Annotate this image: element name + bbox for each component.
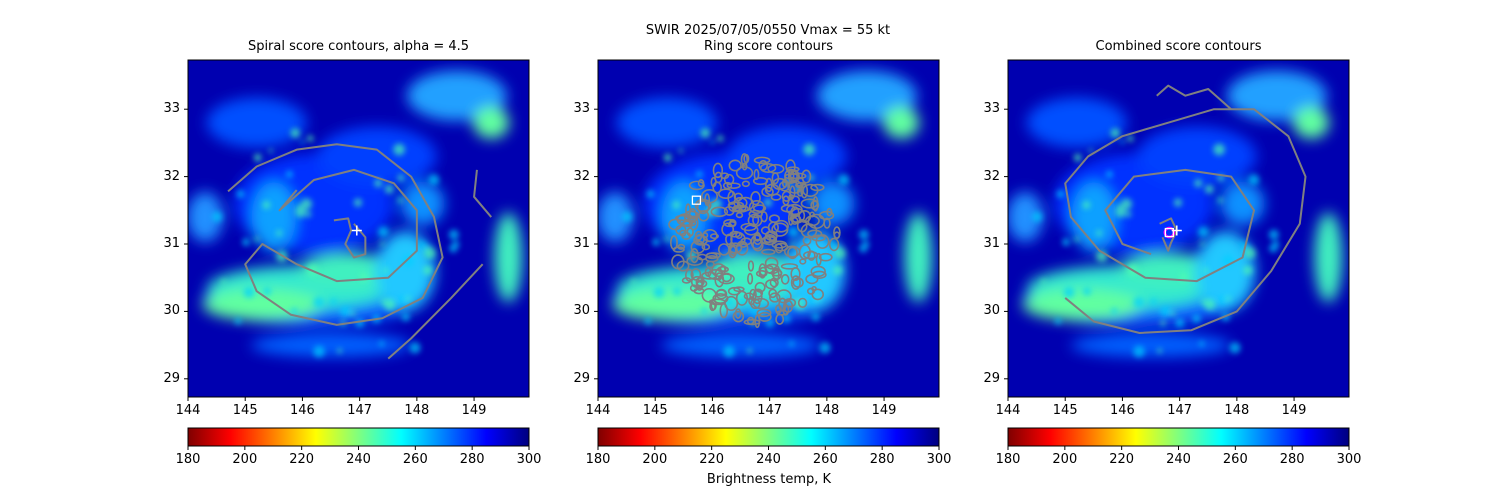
colorbar-tick-label: 180 bbox=[175, 452, 201, 467]
y-tick-label: 33 bbox=[573, 101, 590, 117]
center-marker-plus bbox=[351, 225, 362, 236]
x-tick-label: 146 bbox=[290, 403, 315, 418]
y-tick-label: 32 bbox=[983, 168, 1000, 184]
colorbar bbox=[1007, 427, 1350, 447]
brightness-image bbox=[1008, 60, 1349, 397]
panel-title: Spiral score contours, alpha = 4.5 bbox=[247, 39, 470, 54]
colorbar-tick-label: 200 bbox=[642, 452, 668, 467]
x-tick-label: 146 bbox=[700, 403, 725, 418]
x-tick-label: 148 bbox=[404, 403, 430, 418]
x-tick-label: 148 bbox=[814, 403, 840, 418]
y-tick-label: 29 bbox=[983, 370, 1000, 386]
x-tick-label: 148 bbox=[1224, 403, 1250, 418]
y-tick-label: 31 bbox=[163, 236, 180, 251]
colorbar-tick-label: 300 bbox=[516, 452, 542, 467]
x-tick-label: 145 bbox=[1052, 403, 1078, 418]
colorbar-tick-label: 240 bbox=[346, 452, 371, 467]
colorbar-tick-label: 240 bbox=[756, 452, 781, 467]
spiral-contour bbox=[227, 143, 444, 326]
outer-contour bbox=[387, 263, 484, 360]
x-tick-label: 147 bbox=[347, 403, 373, 418]
colorbar-tick-label: 220 bbox=[1109, 452, 1135, 467]
colorbar-tick-label: 300 bbox=[1336, 452, 1362, 467]
x-tick-label: 149 bbox=[461, 403, 487, 418]
y-tick-label: 29 bbox=[573, 370, 590, 386]
y-tick-label: 32 bbox=[163, 168, 180, 184]
colorbar-tick-label: 280 bbox=[1279, 452, 1305, 467]
x-tick-label: 147 bbox=[757, 403, 783, 418]
center-marker-square bbox=[691, 195, 702, 205]
colorbar-tick-label: 260 bbox=[402, 452, 428, 467]
colorbar-tick-label: 280 bbox=[459, 452, 485, 467]
y-tick-label: 30 bbox=[163, 303, 180, 319]
y-tick-label: 31 bbox=[573, 236, 590, 251]
axes-frame bbox=[187, 59, 530, 398]
colorbar bbox=[597, 427, 940, 447]
y-tick-label: 30 bbox=[573, 303, 590, 319]
x-tick-label: 149 bbox=[871, 403, 897, 418]
outer-contour bbox=[473, 169, 493, 218]
x-tick-label: 144 bbox=[175, 403, 201, 418]
center-marker-square bbox=[1164, 227, 1174, 238]
panel-title: Ring score contours bbox=[703, 39, 834, 54]
y-tick-label: 29 bbox=[163, 370, 180, 386]
colorbar bbox=[187, 427, 530, 447]
panel-2 bbox=[594, 59, 940, 450]
colorbar-tick-label: 220 bbox=[289, 452, 315, 467]
figure-suptitle: SWIR 2025/07/05/0550 Vmax = 55 kt bbox=[645, 23, 891, 38]
colorbar-tick-label: 240 bbox=[1166, 452, 1191, 467]
colorbar-tick-label: 280 bbox=[869, 452, 895, 467]
brightness-image bbox=[598, 60, 939, 397]
colorbar-tick-label: 180 bbox=[585, 452, 611, 467]
colorbar-tick-label: 200 bbox=[1052, 452, 1078, 467]
y-tick-label: 33 bbox=[983, 101, 1000, 117]
panel-title: Combined score contours bbox=[1095, 39, 1262, 54]
x-tick-label: 149 bbox=[1281, 403, 1307, 418]
colorbar-tick-label: 180 bbox=[995, 452, 1021, 467]
brightness-image bbox=[188, 60, 529, 397]
axes-frame bbox=[1007, 59, 1350, 398]
colorbar-tick-label: 260 bbox=[812, 452, 838, 467]
colorbar-tick-label: 300 bbox=[926, 452, 952, 467]
center-marker-plus bbox=[1171, 225, 1182, 236]
x-tick-label: 144 bbox=[995, 403, 1021, 418]
y-tick-label: 30 bbox=[983, 303, 1000, 319]
outer-contour bbox=[1156, 84, 1232, 110]
x-tick-label: 145 bbox=[232, 403, 258, 418]
axes-frame bbox=[597, 59, 940, 398]
ring-score-contours bbox=[668, 153, 841, 329]
y-tick-label: 33 bbox=[163, 101, 180, 117]
inner-contour bbox=[333, 217, 367, 259]
y-tick-label: 32 bbox=[573, 168, 590, 184]
x-tick-label: 144 bbox=[585, 403, 611, 418]
colorbar-tick-label: 200 bbox=[232, 452, 258, 467]
x-tick-label: 147 bbox=[1167, 403, 1193, 418]
colorbar-tick-label: 220 bbox=[699, 452, 725, 467]
x-tick-label: 146 bbox=[1110, 403, 1135, 418]
panel-3 bbox=[1004, 59, 1350, 450]
x-tick-label: 145 bbox=[642, 403, 668, 418]
colorbar-label: Brightness temp, K bbox=[706, 472, 832, 487]
spiral-contour bbox=[1064, 108, 1307, 334]
colorbar-tick-label: 260 bbox=[1222, 452, 1248, 467]
panel-1 bbox=[184, 59, 530, 450]
y-tick-label: 31 bbox=[983, 236, 1000, 251]
